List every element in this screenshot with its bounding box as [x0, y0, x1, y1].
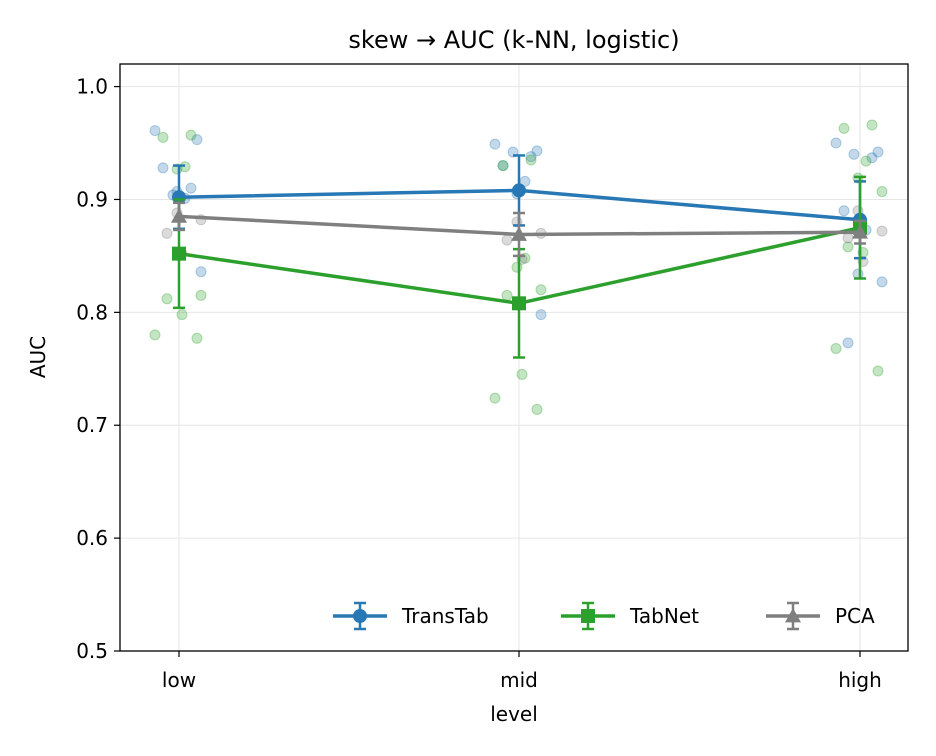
y-axis: 0.5 0.6 0.7 0.8 0.9 1.0 — [76, 75, 120, 663]
jitter-point — [842, 337, 854, 349]
jitter-point — [185, 129, 197, 141]
jitter-point — [531, 403, 543, 415]
legend-marker — [353, 609, 367, 623]
x-tick-label: low — [162, 668, 196, 692]
legend: TransTab TabNet PCA — [333, 601, 875, 631]
legend-marker — [785, 608, 801, 623]
legend-label: TransTab — [401, 604, 489, 628]
jitter-point — [842, 241, 854, 253]
data-marker — [852, 224, 868, 239]
jitter-point — [497, 160, 509, 172]
jitter-point — [876, 225, 888, 237]
jitter-point — [838, 122, 850, 134]
jitter-point — [501, 289, 513, 301]
jitter-point — [872, 146, 884, 158]
data-marker — [512, 183, 526, 198]
jitter-point — [176, 309, 188, 321]
jitter-point — [842, 232, 854, 244]
jitter-point — [489, 138, 501, 150]
chart-title: skew → AUC (k-NN, logistic) — [348, 26, 679, 54]
series-tabnet — [172, 175, 867, 359]
y-tick-label: 0.7 — [76, 413, 108, 437]
data-marker — [171, 208, 187, 223]
y-tick-label: 0.6 — [76, 526, 108, 550]
jitter-point — [161, 293, 173, 305]
series-lines — [171, 154, 868, 359]
jitter-point — [535, 309, 547, 321]
series-pca — [171, 201, 868, 258]
jitter-point — [866, 119, 878, 131]
jitter-point — [195, 289, 207, 301]
x-axis: low mid high — [162, 651, 882, 692]
legend-item: PCA — [766, 601, 875, 631]
legend-item: TabNet — [561, 601, 699, 631]
plot-frame — [119, 63, 909, 652]
jitter-point — [535, 284, 547, 296]
jitter-point — [872, 365, 884, 377]
y-tick-label: 0.5 — [76, 639, 108, 663]
data-marker — [512, 296, 526, 311]
jitter-point — [501, 234, 513, 246]
legend-item: TransTab — [333, 601, 489, 631]
grid — [120, 64, 908, 652]
jitter-point — [185, 182, 197, 194]
jitter-point — [866, 152, 878, 164]
jitter-point — [516, 368, 528, 380]
jitter-point — [497, 160, 509, 172]
legend-label: PCA — [835, 604, 875, 628]
jitter-point — [161, 227, 173, 239]
y-tick-label: 1.0 — [76, 75, 108, 99]
y-tick-label: 0.8 — [76, 300, 108, 324]
jitter-point — [860, 155, 872, 167]
x-tick-label: high — [838, 668, 882, 692]
jitter-point — [830, 137, 842, 149]
x-tick-label: mid — [500, 668, 538, 692]
jitter-point — [191, 134, 203, 146]
jitter-point — [525, 154, 537, 166]
jitter-point — [489, 392, 501, 404]
jitter-point — [149, 125, 161, 137]
y-tick-label: 0.9 — [76, 187, 108, 211]
jitter-point — [525, 151, 537, 163]
jitter-point — [876, 186, 888, 198]
data-marker — [511, 226, 527, 241]
jitter-point — [838, 205, 850, 217]
data-marker — [172, 246, 186, 261]
jitter-point — [157, 162, 169, 174]
y-axis-label: AUC — [26, 336, 50, 378]
legend-label: TabNet — [629, 604, 699, 628]
jitter-point — [191, 332, 203, 344]
jitter-point — [195, 266, 207, 278]
jitter-point — [830, 342, 842, 354]
jitter-point — [157, 131, 169, 143]
legend-marker — [581, 609, 595, 623]
jitter-point — [531, 145, 543, 157]
jitter-point — [848, 148, 860, 160]
x-axis-label: level — [490, 702, 538, 726]
jitter-point — [149, 329, 161, 341]
jitter-point — [876, 276, 888, 288]
